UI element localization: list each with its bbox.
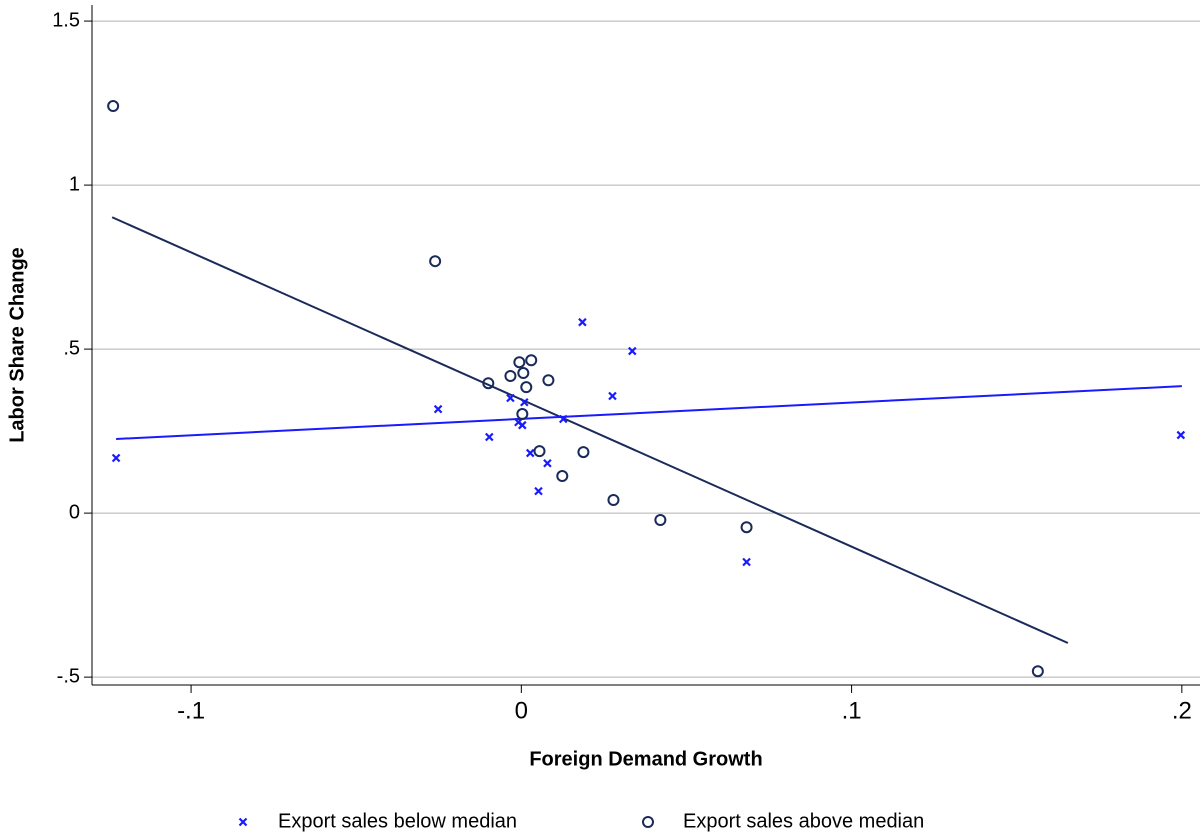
x-tick-label: -.1	[177, 697, 205, 724]
marker-x	[525, 448, 535, 458]
y-tick-label: 1.5	[52, 9, 80, 31]
marker-circle	[516, 408, 529, 421]
marker-circle	[607, 493, 620, 506]
marker-circle	[429, 255, 442, 268]
marker-x	[518, 420, 527, 430]
x-tick-label: 0	[515, 697, 528, 724]
y-tick-label: 1	[69, 173, 80, 195]
marker-circle	[107, 100, 120, 113]
y-axis-title: Labor Share Change	[6, 247, 28, 443]
marker-circle	[513, 356, 526, 369]
y-tick-label: -.5	[57, 665, 80, 687]
legend-marker	[642, 816, 654, 828]
marker-circle	[577, 446, 590, 459]
marker-x	[485, 432, 494, 442]
marker-x	[506, 393, 515, 403]
y-tick-label: 0	[69, 501, 80, 523]
marker-circle	[482, 377, 495, 390]
x-axis-title: Foreign Demand Growth	[529, 748, 762, 770]
legend-label: Export sales below median	[278, 810, 517, 832]
marker-circle	[740, 521, 753, 534]
marker-x	[433, 404, 443, 414]
marker-x	[520, 397, 529, 407]
marker-circle	[556, 470, 569, 483]
y-tick-label: .5	[63, 337, 80, 359]
marker-circle	[517, 367, 530, 380]
marker-circle	[525, 354, 538, 367]
legend-marker	[238, 817, 248, 827]
marker-circle	[542, 374, 555, 387]
marker-circle	[654, 514, 667, 527]
x-tick-label: .1	[842, 697, 862, 724]
fit-line	[111, 216, 1069, 644]
marker-circle	[520, 381, 533, 394]
marker-x	[558, 414, 568, 424]
marker-circle	[533, 445, 546, 458]
marker-x	[1176, 430, 1186, 440]
marker-circle	[504, 369, 517, 382]
marker-x	[628, 346, 637, 356]
marker-x	[543, 458, 552, 468]
legend-label: Export sales above median	[683, 810, 924, 832]
marker-x	[111, 453, 121, 463]
marker-x	[742, 557, 751, 567]
marker-x	[534, 486, 543, 496]
x-tick-label: .2	[1172, 697, 1192, 724]
marker-x	[578, 317, 587, 327]
marker-x	[608, 391, 617, 401]
fit-line	[116, 385, 1182, 440]
marker-circle	[1031, 665, 1044, 678]
